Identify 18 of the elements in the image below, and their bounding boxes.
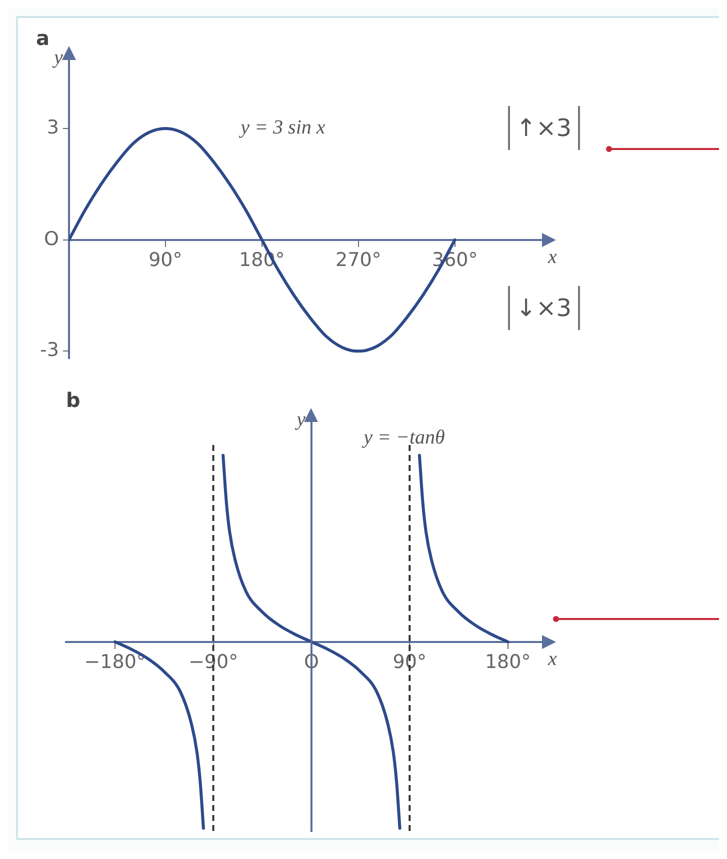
y-tick-label: O <box>44 228 59 250</box>
y-tick-label: 3 <box>46 116 59 138</box>
chart-title: b <box>66 388 80 412</box>
y-axis-title: y <box>294 408 306 430</box>
annotation: y = 3 sin x <box>238 116 326 138</box>
x-tick-label: −180° <box>84 651 146 674</box>
x-tick-label: 180° <box>484 651 531 674</box>
y-tick-label: -3 <box>40 339 59 362</box>
text: y = −tanθ <box>362 426 446 448</box>
chart-title: a <box>36 26 50 50</box>
x-axis-title: x <box>547 246 557 268</box>
y-axis-title: y <box>52 46 64 68</box>
x-tick-label: 90° <box>392 651 426 674</box>
annotation: ↑×3 <box>508 106 580 150</box>
x-axis-title: x <box>547 648 557 670</box>
x-tick-label: 90° <box>148 249 182 272</box>
x-tick-label: 270° <box>336 249 382 272</box>
annotation: ↓×3 <box>508 286 580 330</box>
